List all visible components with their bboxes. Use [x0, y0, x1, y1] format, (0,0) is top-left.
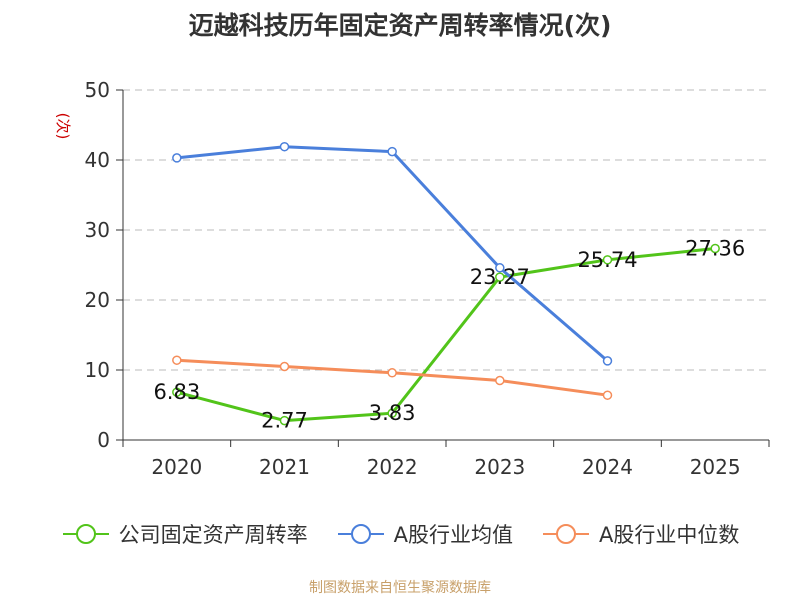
- data-point-1: [279, 141, 290, 152]
- x-tick-label: 2022: [367, 455, 418, 479]
- data-point-1: [602, 356, 613, 366]
- legend-item-industry-mean[interactable]: A股行业均值: [336, 519, 513, 549]
- series-line-2: [176, 358, 608, 397]
- legend-label-company: 公司固定资产周转率: [118, 523, 308, 547]
- legend-line-circle-icon: [62, 524, 109, 544]
- data-label: 25.74: [577, 248, 637, 272]
- data-point-0: [602, 255, 613, 265]
- data-point-2: [387, 368, 397, 378]
- data-point-2: [279, 361, 290, 372]
- y-tick-label: 40: [85, 148, 110, 172]
- y-tick-label: 0: [97, 428, 110, 452]
- y-tick-label: 50: [85, 78, 110, 102]
- data-label: 6.83: [153, 380, 200, 404]
- data-point-1: [495, 263, 505, 273]
- legend: 公司固定资产周转率 A股行业均值 A股行业中位数: [0, 519, 800, 549]
- data-point-0: [710, 243, 720, 254]
- data-point-2: [495, 375, 505, 386]
- x-tick-label: 2024: [582, 455, 633, 479]
- y-axis-label: (次): [54, 113, 72, 140]
- legend-label-industry-mean: A股行业均值: [393, 523, 513, 547]
- data-point-2: [172, 355, 182, 365]
- y-tick-label: 10: [85, 358, 110, 382]
- data-point-1: [387, 146, 397, 157]
- data-label: 23.27: [470, 265, 530, 289]
- legend-line-circle-icon: [543, 524, 589, 544]
- data-point-0: [495, 272, 505, 282]
- y-tick-label: 30: [85, 218, 110, 242]
- series-line-1: [176, 145, 609, 363]
- chart-title: 迈越科技历年固定资产周转率情况(次): [188, 11, 612, 40]
- legend-item-industry-median[interactable]: A股行业中位数: [541, 519, 739, 549]
- data-point-1: [172, 153, 182, 163]
- source-note: 制图数据来自恒生聚源数据库: [309, 580, 491, 596]
- x-tick-label: 2025: [690, 455, 741, 479]
- data-label: 3.83: [369, 401, 416, 425]
- x-tick-label: 2023: [474, 455, 525, 479]
- legend-label-industry-median: A股行业中位数: [599, 523, 740, 547]
- data-label: 2.77: [261, 409, 308, 433]
- legend-line-circle-icon: [337, 524, 384, 544]
- data-point-0: [279, 415, 290, 426]
- series-line-0: [176, 246, 716, 423]
- x-tick-label: 2021: [259, 455, 310, 479]
- y-tick-label: 20: [85, 288, 110, 312]
- legend-item-company[interactable]: 公司固定资产周转率: [61, 519, 308, 549]
- data-point-2: [602, 390, 613, 400]
- data-label: 27.36: [685, 236, 745, 260]
- data-point-0: [172, 387, 182, 397]
- data-point-0: [387, 408, 397, 418]
- x-tick-label: 2020: [151, 455, 202, 479]
